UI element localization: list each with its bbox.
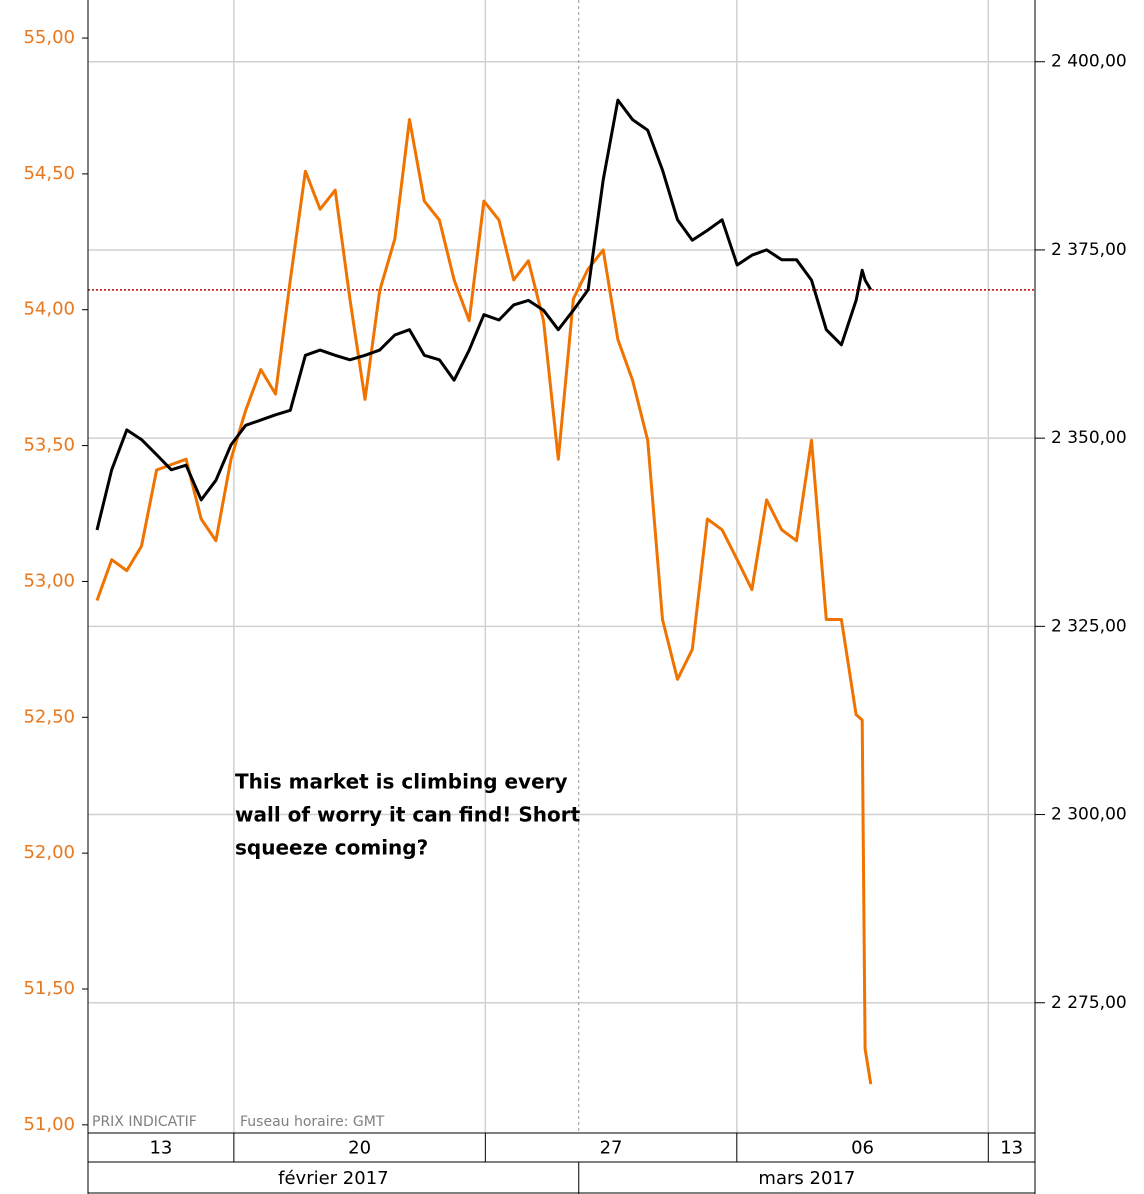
y2-tick-label: 2 350,00 bbox=[1051, 428, 1127, 448]
y-tick-label: 52,00 bbox=[23, 842, 75, 863]
y-tick-label: 53,50 bbox=[23, 435, 75, 456]
y2-tick-label: 2 275,00 bbox=[1051, 993, 1127, 1013]
y-tick-label: 54,00 bbox=[23, 299, 75, 320]
month-label: février 2017 bbox=[278, 1168, 388, 1189]
x-band-label: 13 bbox=[149, 1138, 172, 1159]
footnote: Fuseau horaire: GMT bbox=[240, 1114, 385, 1130]
y-tick-label: 53,00 bbox=[23, 570, 75, 591]
y-tick-label: 54,50 bbox=[23, 163, 75, 184]
annotation: This market is climbing every bbox=[235, 770, 568, 794]
series-line bbox=[95, 118, 873, 1085]
x-band-label: 13 bbox=[1000, 1138, 1023, 1159]
x-band-label: 06 bbox=[851, 1138, 874, 1159]
y2-tick-label: 2 325,00 bbox=[1051, 616, 1127, 636]
y-tick-label: 51,00 bbox=[23, 1114, 75, 1135]
y-tick-label: 52,50 bbox=[23, 706, 75, 727]
annotation: squeeze coming? bbox=[235, 836, 428, 860]
y-tick-label: 51,50 bbox=[23, 978, 75, 999]
y-tick-label: 55,00 bbox=[23, 27, 75, 48]
annotation: wall of worry it can find! Short bbox=[235, 803, 581, 827]
x-band-label: 20 bbox=[348, 1138, 371, 1159]
series-line bbox=[95, 98, 873, 531]
y2-tick-label: 2 375,00 bbox=[1051, 240, 1127, 260]
month-label: mars 2017 bbox=[758, 1168, 855, 1189]
y2-tick-label: 2 300,00 bbox=[1051, 805, 1127, 825]
footnote: PRIX INDICATIF bbox=[92, 1114, 197, 1130]
x-band-label: 27 bbox=[600, 1138, 623, 1159]
y2-tick-label: 2 400,00 bbox=[1051, 52, 1127, 72]
